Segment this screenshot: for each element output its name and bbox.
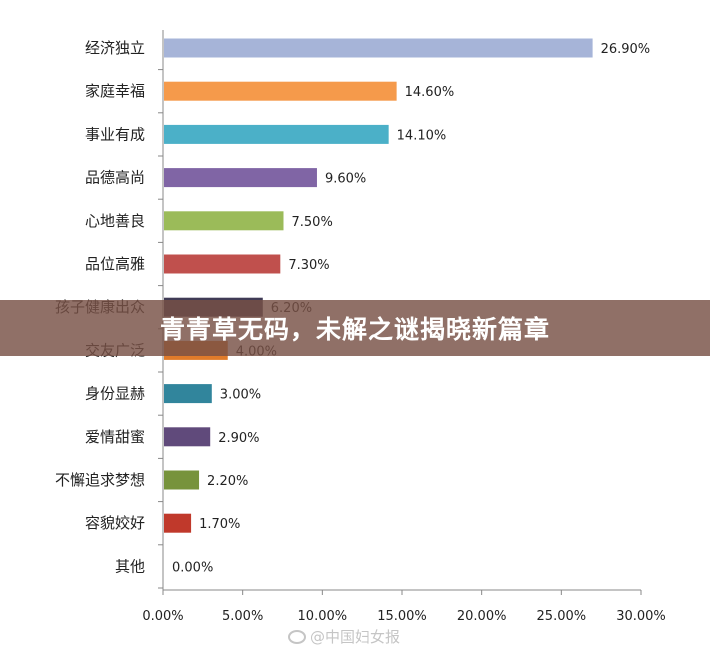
bar	[164, 211, 284, 231]
x-tick-label: 25.00%	[537, 609, 587, 624]
category-label: 不懈追求梦想	[55, 471, 145, 489]
x-tick-label: 0.00%	[142, 609, 183, 624]
category-label: 爱情甜蜜	[85, 428, 145, 446]
watermark-text: @中国妇女报	[310, 628, 401, 646]
bar	[164, 124, 389, 144]
value-label: 7.30%	[288, 258, 329, 273]
category-label: 品位高雅	[85, 255, 145, 273]
value-label: 1.70%	[199, 517, 240, 532]
x-tick-label: 20.00%	[457, 609, 507, 624]
bar	[164, 168, 317, 188]
category-label: 经济独立	[85, 39, 145, 57]
category-label: 家庭幸福	[85, 82, 145, 100]
bar	[164, 470, 200, 490]
value-label: 14.10%	[397, 128, 447, 143]
bar	[164, 384, 212, 404]
value-label: 2.90%	[218, 431, 259, 446]
value-label: 14.60%	[405, 85, 455, 100]
value-label: 0.00%	[172, 560, 213, 575]
x-tick-label: 10.00%	[298, 609, 348, 624]
value-label: 2.20%	[207, 474, 248, 489]
bars-layer	[164, 38, 593, 533]
value-label: 7.50%	[292, 215, 333, 230]
category-label: 事业有成	[85, 125, 145, 143]
bar	[164, 38, 593, 58]
value-label: 9.60%	[325, 172, 366, 187]
x-tick-label: 30.00%	[616, 609, 666, 624]
bar	[164, 513, 192, 533]
weibo-icon	[288, 629, 306, 644]
watermark: @中国妇女报	[288, 626, 400, 647]
category-label: 品德高尚	[85, 169, 145, 187]
category-label: 其他	[115, 557, 145, 575]
category-label: 心地善良	[85, 212, 145, 230]
bar	[164, 81, 397, 101]
x-tick-label: 15.00%	[377, 609, 427, 624]
bar	[164, 427, 211, 447]
title-banner: 青青草无码，未解之谜揭晓新篇章	[0, 300, 710, 356]
value-label: 26.90%	[601, 42, 651, 57]
banner-text: 青青草无码，未解之谜揭晓新篇章	[159, 315, 550, 344]
x-tick-label: 5.00%	[222, 609, 263, 624]
category-label: 身份显赫	[85, 385, 145, 403]
value-label: 3.00%	[220, 388, 261, 403]
category-label: 容貌姣好	[85, 514, 145, 532]
bar	[164, 254, 281, 274]
